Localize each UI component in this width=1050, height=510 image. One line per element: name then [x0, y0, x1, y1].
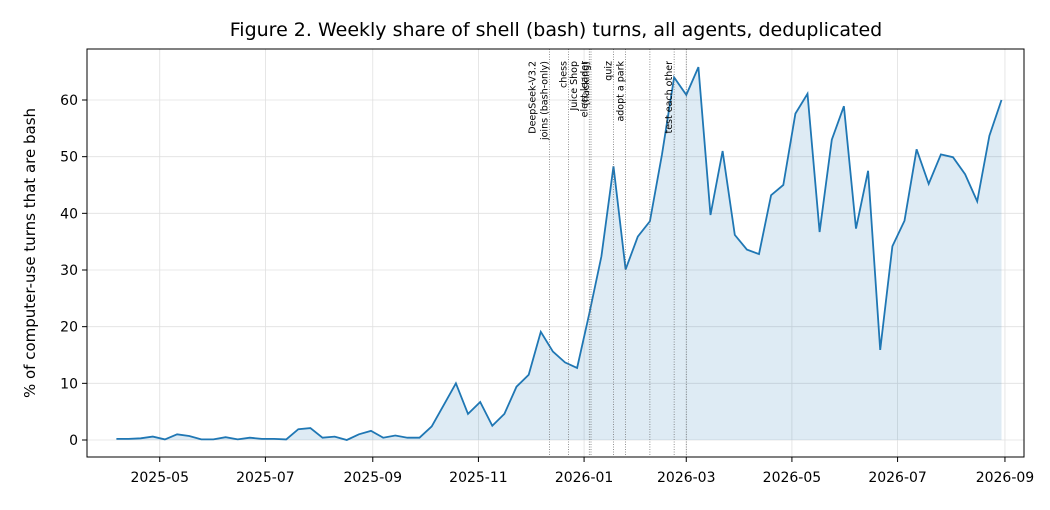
event-label: elect leader — [579, 61, 590, 117]
event-label: Juice Shop — [569, 61, 580, 111]
y-tick-label: 0 — [69, 433, 78, 449]
event-label: joins (bash-only) — [539, 61, 550, 141]
x-tick-label: 2026-07 — [868, 470, 927, 486]
series-area — [116, 67, 1002, 440]
x-tick-label: 2025-07 — [236, 470, 295, 486]
chart-title: Figure 2. Weekly share of shell (bash) t… — [230, 19, 883, 41]
x-tick-label: 2025-05 — [130, 470, 189, 486]
x-tick-label: 2026-09 — [976, 470, 1035, 486]
x-tick-label: 2025-11 — [449, 470, 508, 486]
y-axis-label: % of computer-use turns that are bash — [21, 108, 39, 398]
event-label: adopt a park — [616, 61, 627, 122]
event-label: DeepSeek-V3.2 — [527, 61, 538, 134]
event-label: (hacking) — [581, 61, 592, 106]
y-tick-label: 30 — [60, 263, 78, 279]
x-tick-label: 2025-09 — [344, 470, 403, 486]
event-label: quiz — [604, 61, 615, 81]
x-tick-label: 2026-03 — [657, 470, 716, 486]
event-label: chess — [559, 61, 570, 88]
y-tick-label: 60 — [60, 93, 78, 109]
annotations: DeepSeek-V3.2 joins (bash-only) chess elect… — [527, 49, 687, 457]
series-line — [116, 66, 1003, 441]
y-tick-label: 50 — [60, 150, 78, 166]
x-axis: 2025-05 2025-07 2025-09 2025-11 2026-01 2026-… — [130, 457, 1034, 486]
event-label: test each other — [664, 61, 675, 134]
y-tick-label: 40 — [60, 206, 78, 222]
y-tick-label: 20 — [60, 320, 78, 336]
x-tick-label: 2026-05 — [763, 470, 822, 486]
y-tick-label: 10 — [60, 376, 78, 392]
y-axis: 0 10 20 30 40 50 60 — [60, 93, 87, 449]
x-tick-label: 2026-01 — [555, 470, 614, 486]
plot-frame — [86, 48, 1025, 458]
